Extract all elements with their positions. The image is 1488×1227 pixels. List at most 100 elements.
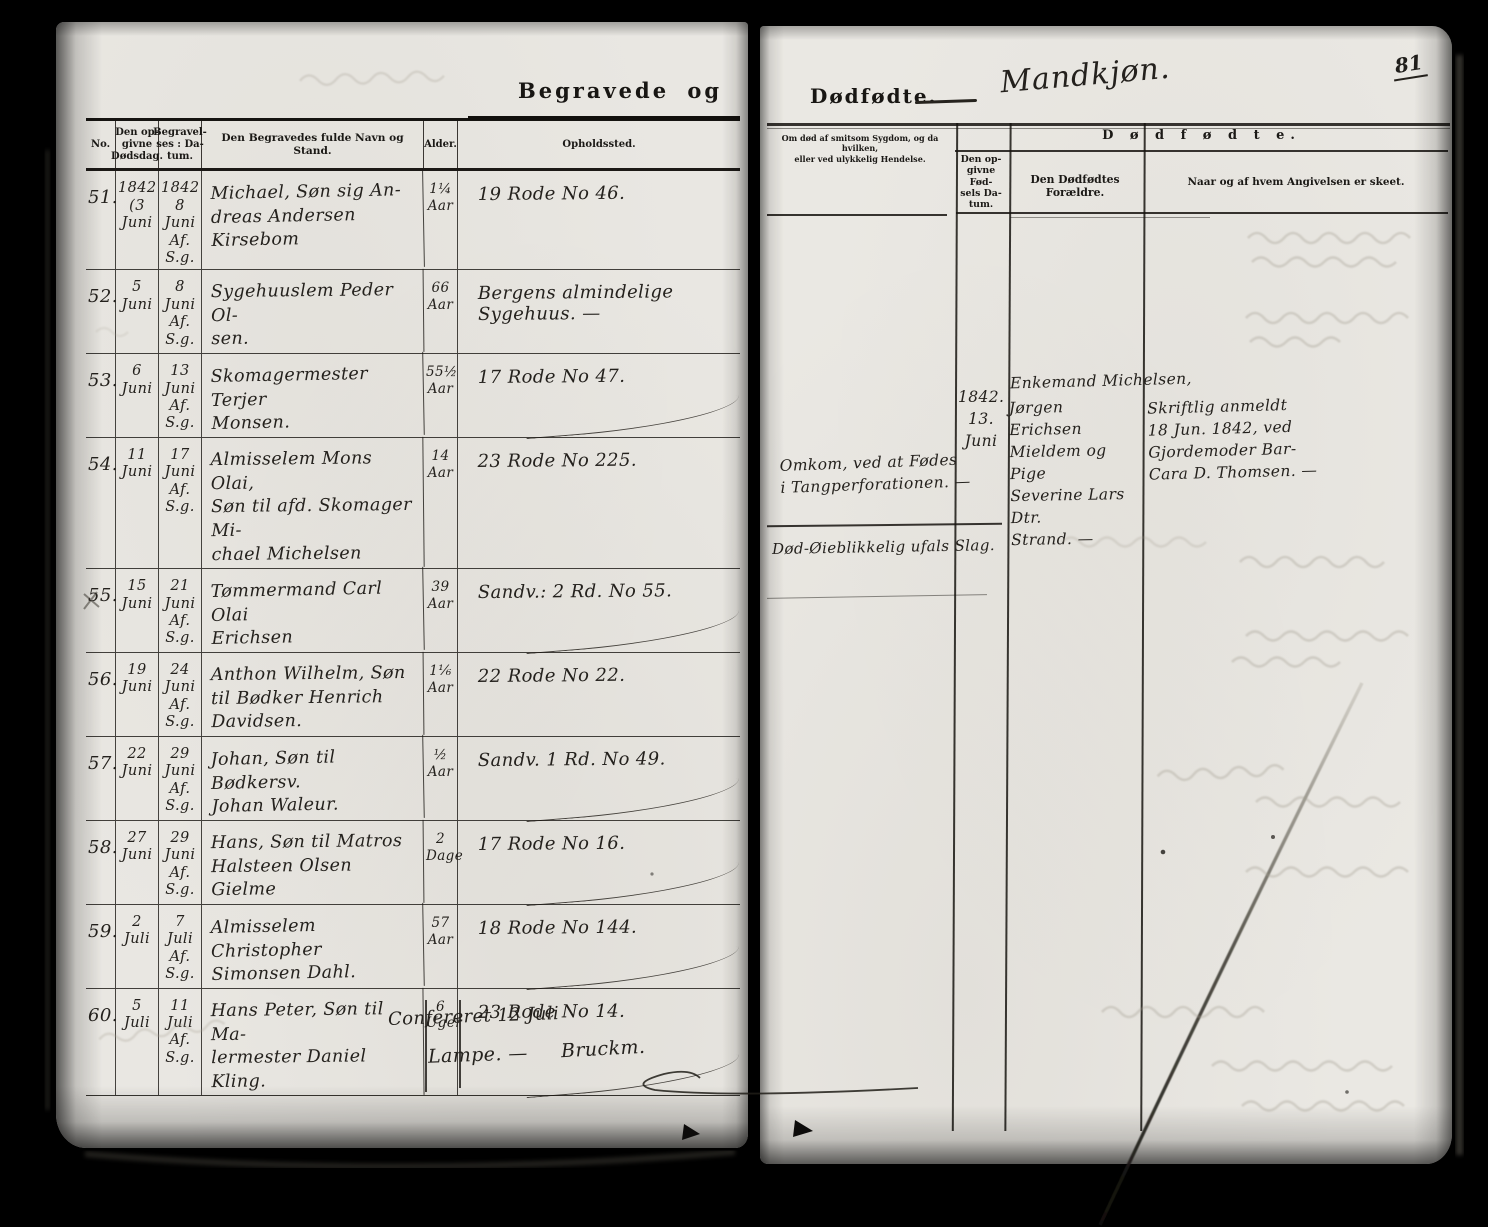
header-rule [468, 116, 740, 120]
residence: 22 Rode No 22. [477, 664, 626, 688]
name-and-status: Almisselem Christopher Simonsen Dahl. [201, 902, 425, 990]
burial-date: 17 Juni Af. S.g. [159, 438, 202, 569]
burial-row: 57. 22 Juni 29 Juni Af. S.g. Johan, Søn … [86, 734, 741, 822]
row-number: 59. [86, 904, 117, 988]
age: 66 Aar [424, 270, 458, 354]
burial-row: 52. 5 Juni 8 Juni Af. S.g. Sygehuuslem P… [86, 269, 740, 355]
entry-reported: Skriftlig anmeldt 18 Jun. 1842, ved Gjor… [1146, 396, 1318, 484]
name-and-status: Almisselem Mons Olai, Søn til afd. Skoma… [201, 436, 425, 570]
death-date: 1842 (3 Juni [116, 171, 159, 270]
col-header-no: No. [86, 121, 116, 169]
death-date: 5 Juli [116, 988, 159, 1096]
table-top-rule-2 [767, 128, 1450, 129]
burial-date: 29 Juni Af. S.g. [159, 736, 202, 820]
age: 1⅙ Aar [424, 653, 458, 736]
residence: Sandv.: 2 Rd. No 55. [458, 568, 741, 653]
entry-birth-date: 1842. 13. Juni [958, 388, 1005, 450]
row-number: 58. [86, 820, 117, 904]
page-stack-edge [84, 1149, 736, 1170]
age: 1¼ Aar [424, 171, 458, 270]
col-header-age: Alder. [424, 121, 458, 169]
burial-date: 29 Juni Af. S.g. [159, 820, 202, 904]
row-number: 57. [86, 736, 117, 820]
col-header-birth-date: Den op- givne Fød- sels Da- tum. [960, 154, 1002, 211]
residence: Bergens almindelige Sygehuus. — [477, 281, 674, 326]
col-header-burial-date: Begravel- ses : Da- tum. [153, 121, 207, 169]
residence: 17 Rode No 16. [458, 820, 741, 905]
name-and-status: Tømmermand Carl Olai Erichsen [201, 567, 425, 655]
residence: 17 Rode No 47. [458, 353, 741, 438]
age: 14 Aar [424, 438, 458, 569]
row-number: 52. [86, 270, 117, 354]
entry-parent-note: Enkemand Michelsen, [1009, 369, 1193, 393]
column-line-stub [425, 1000, 427, 1092]
age: 57 Aar [424, 904, 458, 988]
col-header-death-date: Den op- givne Dødsdag. [111, 121, 163, 169]
residence: 19 Rode No 46. [477, 183, 626, 206]
col-header-residence: Opholdssted. [562, 138, 636, 150]
residence: Sandv. 1 Rd. No 49. [458, 736, 741, 821]
burial-date: 11 Juli Af. S.g. [159, 988, 202, 1096]
burial-table-header: No. Den op- givne Dødsdag. Begravel- ses… [86, 121, 740, 172]
table-top-rule [767, 123, 1450, 126]
row-number: 54. [86, 438, 117, 569]
signature-lampe: Lampe. — [427, 1042, 529, 1068]
header-bottom-rule-2 [1010, 217, 1210, 218]
burial-row: 59. 2 Juli 7 Juli Af. S.g. Almisselem Ch… [86, 902, 741, 990]
burial-row: 55. 15 Juni 21 Juni Af. S.g. Tømmermand … [86, 567, 741, 655]
name-and-status: Skomagermester Terjer Monsen. [201, 352, 425, 440]
death-date: 15 Juni [116, 569, 159, 653]
burial-rows: 51. 1842 (3 Juni 1842 8 Juni Af. S.g. Mi… [86, 169, 741, 1097]
entry-parents: Jørgen Erichsen Mieldem og Pige Severine… [1008, 398, 1125, 550]
burial-row: 54. 11 Juni 17 Juni Af. S.g. Almisselem … [86, 436, 740, 570]
row-number: 60. [86, 988, 117, 1096]
death-date: 27 Juni [116, 820, 159, 904]
burial-date: 7 Juli Af. S.g. [159, 904, 202, 988]
row-number: 56. [86, 653, 117, 736]
name-and-status: Hans, Søn til Matros Halsteen Olsen Giel… [201, 819, 425, 905]
burial-row: 51. 1842 (3 Juni 1842 8 Juni Af. S.g. Mi… [86, 169, 740, 272]
col-header-reported: Naar og af hvem Angivelsen er skeet. [1187, 176, 1405, 188]
signature-bruckm: Bruckm. [560, 1035, 646, 1063]
death-date: 5 Juni [116, 270, 159, 354]
right-page-title: Dødfødte. [810, 84, 938, 108]
page-edge-streak [1456, 55, 1463, 1155]
name-and-status: Hans Peter, Søn til Ma- lermester Daniel… [201, 987, 425, 1097]
name-and-status: Sygehuuslem Peder Ol- sen. [201, 269, 425, 355]
column-line [1004, 123, 1012, 1131]
page-edge-streak [45, 150, 50, 1110]
burial-row: 58. 27 Juni 29 Juni Af. S.g. Hans, Søn t… [86, 819, 741, 905]
name-and-status: Johan, Søn til Bødkersv. Johan Waleur. [201, 734, 425, 822]
burial-row: 56. 19 Juni 24 Juni Af. S.g. Anthon Wilh… [86, 651, 740, 738]
age: 55½ Aar [424, 354, 458, 438]
name-and-status: Anthon Wilhelm, Søn til Bødker Henrich D… [201, 651, 425, 738]
header-bottom-rule [767, 214, 947, 216]
stillborn-section-header: D ø d f ø d t e. [1102, 128, 1301, 143]
death-date: 11 Juni [116, 438, 159, 569]
age: 6 Uger [424, 988, 462, 1096]
row-number: 53. [86, 354, 117, 438]
age: 2 Dage [424, 820, 463, 904]
column-line [1140, 122, 1146, 1132]
row-number: 51. [86, 171, 117, 270]
column-line-stub [459, 1000, 461, 1088]
name-and-status: Michael, Søn sig An- dreas Andersen Kirs… [201, 169, 425, 272]
death-date: 19 Juni [116, 653, 159, 736]
row-rule [766, 522, 1003, 527]
col-header-cause: Om død af smitsom Sygdom, og da hvilken,… [781, 134, 939, 165]
age: 39 Aar [424, 569, 458, 653]
gender-annotation: Mandkjøn. [998, 50, 1172, 101]
burial-date: 21 Juni Af. S.g. [159, 569, 202, 653]
residence: 18 Rode No 144. [458, 903, 741, 988]
age: ½ Aar [424, 736, 458, 820]
burial-date: 24 Juni Af. S.g. [159, 653, 202, 736]
burial-row: 53. 6 Juni 13 Juni Af. S.g. Skomagermest… [86, 352, 741, 440]
col-header-parents: Den Dødfødtes Forældre. [1030, 173, 1120, 199]
entry-cause-2: Død-Øieblikkelig ufals Slag. [771, 536, 996, 558]
section-header-rule [955, 150, 1448, 152]
right-page: Dødfødte. Mandkjøn. 81 Om død af smitsom… [760, 26, 1452, 1164]
death-date: 2 Juli [116, 904, 159, 988]
page-number: 81 [1390, 49, 1428, 82]
col-header-name: Den Begravedes fulde Navn og Stand. [202, 121, 424, 169]
